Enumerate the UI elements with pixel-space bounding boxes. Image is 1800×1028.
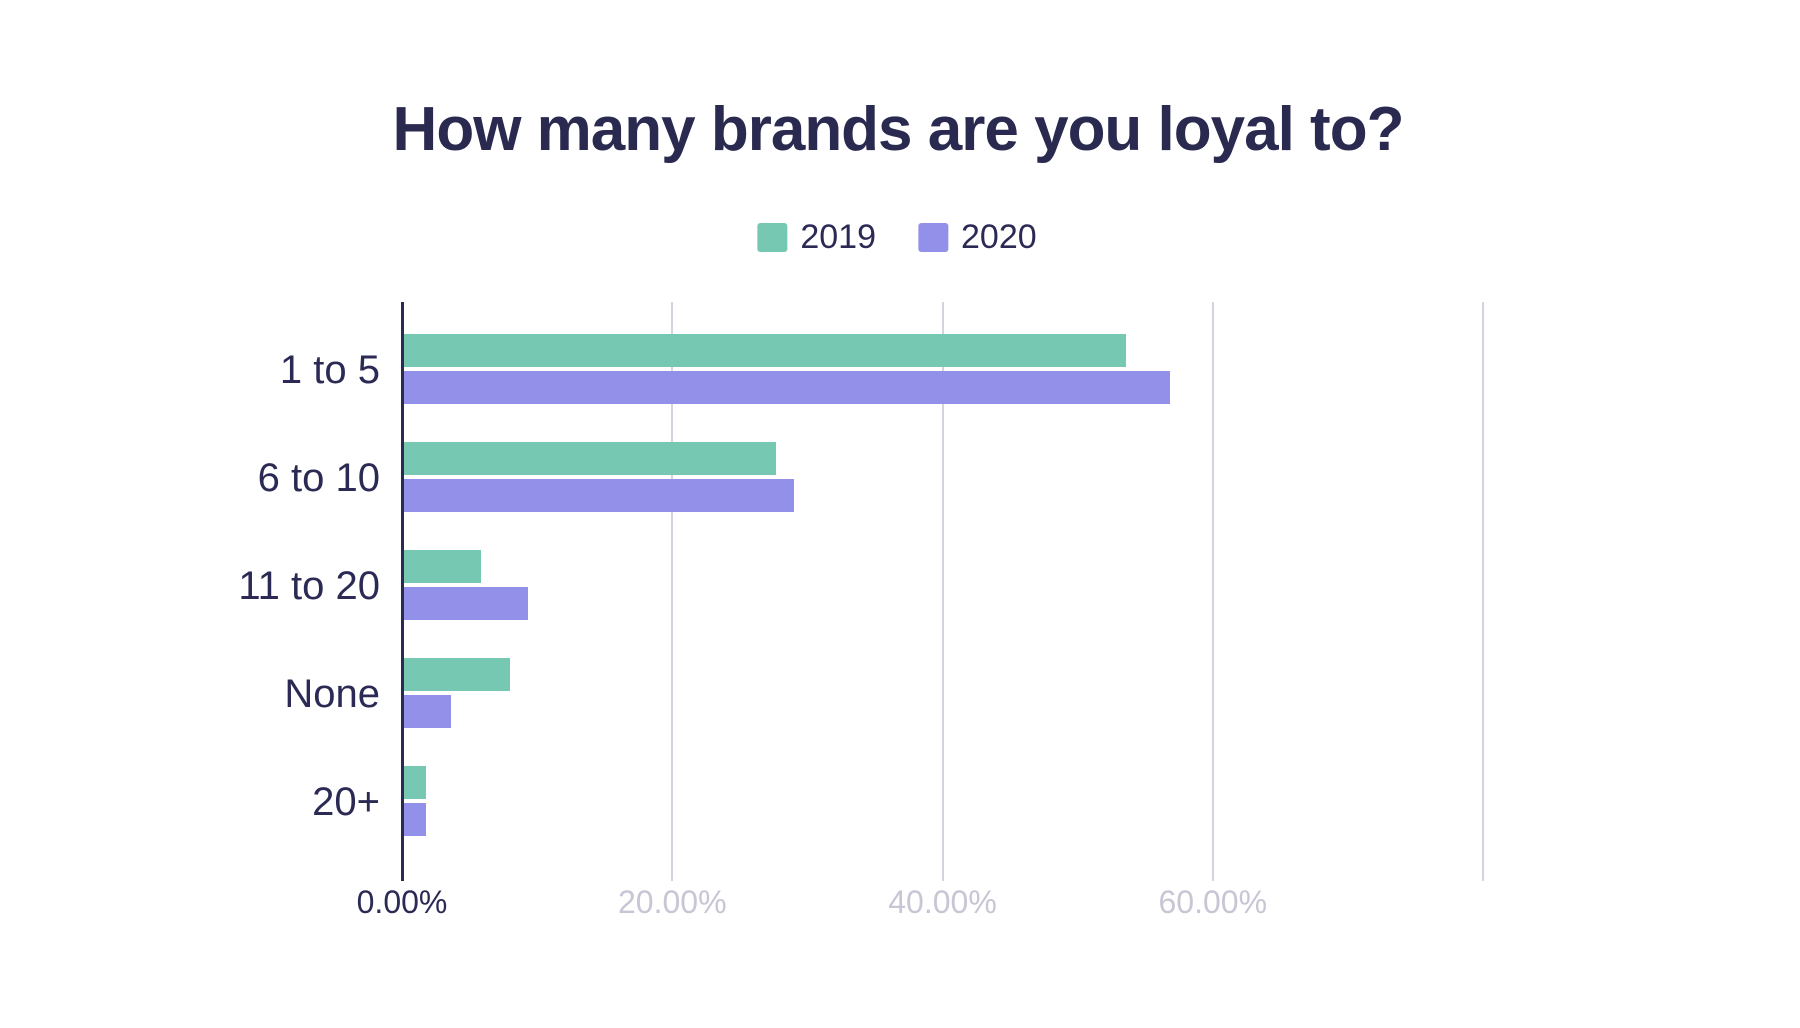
legend-swatch-2020 [918,223,948,252]
bar-2019-6-to-10 [403,442,777,475]
x-axis-tick-0pct [400,865,404,881]
x-axis-tick-60pct [1211,865,1214,881]
x-tick-label-40pct: 40.00% [888,884,997,920]
gridline-60pct [1211,302,1214,865]
gridline-80pct [1482,302,1484,865]
x-axis-tick-40pct [941,865,944,881]
bar-2019-20+ [403,766,427,799]
category-label-20+: 20+ [312,779,380,824]
legend-item-2020: 2020 [918,218,1037,257]
bar-2020-11-to-20 [403,587,528,620]
bar-2019-none [403,658,511,691]
bar-2019-11-to-20 [403,550,481,583]
category-label-1-to-5: 1 to 5 [279,347,380,392]
category-label-none: None [284,671,380,716]
legend-swatch-2019 [757,223,788,252]
bar-2020-1-to-5 [403,371,1170,404]
chart-legend: 2019 2020 [757,218,1037,257]
chart-title: How many brands are you loyal to? [392,95,1405,164]
bar-2020-20+ [403,803,427,836]
bar-2020-none [403,695,451,728]
x-axis-tick-80pct [1482,865,1484,881]
gridline-20pct [671,302,674,865]
x-axis-tick-20pct [671,865,674,881]
legend-item-2019: 2019 [757,218,876,257]
y-axis-line [400,302,404,865]
bar-2020-6-to-10 [403,479,794,512]
bar-2019-1-to-5 [403,334,1127,367]
legend-label: 2020 [961,218,1037,256]
gridline-40pct [941,302,944,865]
category-label-6-to-10: 6 to 10 [257,455,380,500]
x-tick-label-20pct: 20.00% [617,884,727,920]
category-label-11-to-20: 11 to 20 [238,563,380,608]
x-tick-label-60pct: 60.00% [1158,884,1268,920]
x-tick-label-0pct: 0.00% [356,884,448,920]
legend-label: 2019 [800,218,876,256]
